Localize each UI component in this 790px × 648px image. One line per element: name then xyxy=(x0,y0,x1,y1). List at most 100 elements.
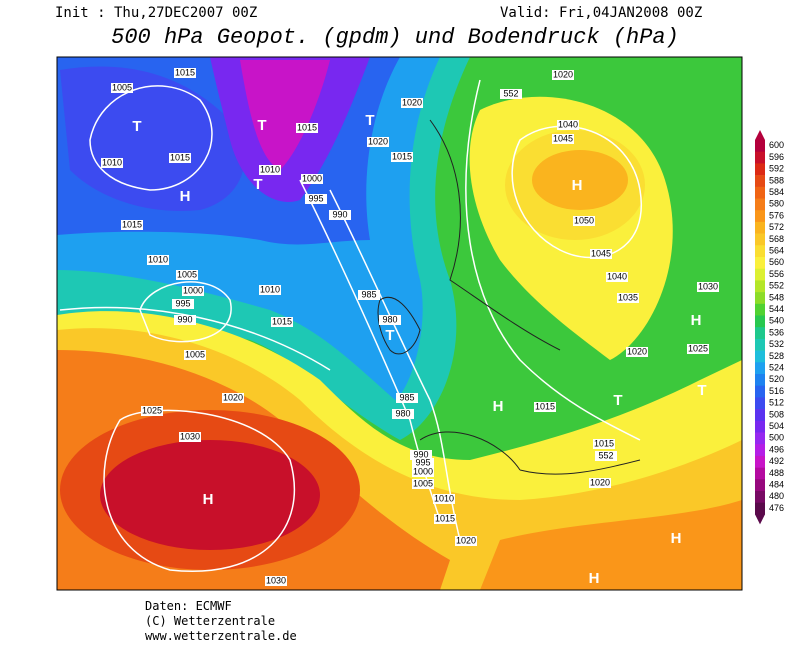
label-box xyxy=(434,514,456,524)
colorbar-swatch xyxy=(755,479,765,492)
colorbar-arrow-bottom xyxy=(755,514,765,525)
isobar-label: 980 xyxy=(395,408,410,418)
label-box xyxy=(265,576,287,586)
colorbar-swatch xyxy=(755,327,765,340)
colorbar-label: 588 xyxy=(769,175,784,185)
colorbar-label: 492 xyxy=(769,456,784,466)
isobar-label: 1010 xyxy=(260,164,280,174)
isobar-label: 1010 xyxy=(434,493,454,503)
isobar-label: 1020 xyxy=(590,477,610,487)
colorbar-swatch xyxy=(755,198,765,211)
footer-line: (C) Wetterzentrale xyxy=(145,614,275,628)
label-box xyxy=(697,282,719,292)
label-box xyxy=(301,174,323,184)
label-box xyxy=(412,467,434,477)
colorbar-label: 540 xyxy=(769,316,784,326)
pressure-center: H xyxy=(589,570,600,587)
footer-line: www.wetterzentrale.de xyxy=(145,629,297,643)
isobar-label: 995 xyxy=(415,457,430,467)
isobar-label: 995 xyxy=(308,193,323,203)
isobar-label: 1030 xyxy=(266,575,286,585)
colorbar-label: 480 xyxy=(769,491,784,501)
pressure-center: H xyxy=(203,491,214,508)
label-box xyxy=(552,134,574,144)
label-box xyxy=(412,479,434,489)
colorbar-label: 524 xyxy=(769,363,784,373)
colorbar-label: 544 xyxy=(769,304,784,314)
pressure-center: T xyxy=(613,392,622,409)
label-box xyxy=(687,344,709,354)
isobar-label: 980 xyxy=(382,314,397,324)
isobar-label: 1015 xyxy=(535,401,555,411)
valid-time: Valid: Fri,04JAN2008 00Z xyxy=(500,5,702,21)
isobar-label: 1015 xyxy=(435,513,455,523)
isobar-label: 1025 xyxy=(688,343,708,353)
isobar-label: 1020 xyxy=(368,136,388,146)
isobar-label: 1015 xyxy=(122,219,142,229)
isobar-label: 552 xyxy=(503,88,518,98)
isobar-label: 1030 xyxy=(180,431,200,441)
colorbar-label: 580 xyxy=(769,199,784,209)
isobar-label: 1020 xyxy=(627,346,647,356)
label-box xyxy=(222,393,244,403)
label-box xyxy=(182,286,204,296)
isobar-label: 1015 xyxy=(594,438,614,448)
label-box xyxy=(500,89,522,99)
pressure-center: H xyxy=(671,530,682,547)
colorbar-label: 484 xyxy=(769,480,784,490)
label-box xyxy=(121,220,143,230)
label-box xyxy=(174,68,196,78)
colorbar-label: 548 xyxy=(769,292,784,302)
colorbar-swatch xyxy=(755,397,765,410)
label-box xyxy=(176,270,198,280)
colorbar-swatch xyxy=(755,175,765,188)
label-box xyxy=(606,272,628,282)
colorbar-swatch xyxy=(755,210,765,223)
pressure-center: H xyxy=(572,177,583,194)
init-time: Init : Thu,27DEC2007 00Z xyxy=(55,5,257,21)
colorbar-swatch xyxy=(755,280,765,293)
colorbar-swatch xyxy=(755,186,765,199)
colorbar-swatch xyxy=(755,257,765,269)
label-box xyxy=(271,317,293,327)
label-box xyxy=(184,350,206,360)
isobar-label: 1015 xyxy=(297,122,317,132)
colorbar-swatch xyxy=(755,420,765,433)
colorbar-label: 488 xyxy=(769,468,784,478)
isobar-label: 1015 xyxy=(392,151,412,161)
colorbar-swatch xyxy=(755,467,765,480)
isobar-label: 1010 xyxy=(148,254,168,264)
colorbar-label: 536 xyxy=(769,327,784,337)
isobar-label: 1020 xyxy=(456,535,476,545)
isobar-label: 1000 xyxy=(302,173,322,183)
isobar-label: 985 xyxy=(361,289,376,299)
label-box xyxy=(626,347,648,357)
label-box xyxy=(179,432,201,442)
colorbar-label: 560 xyxy=(769,257,784,267)
isobar-label: 985 xyxy=(399,392,414,402)
isobar-label: 1040 xyxy=(607,271,627,281)
map-area xyxy=(57,57,742,590)
isobar-label: 1020 xyxy=(402,97,422,107)
colorbar-swatch xyxy=(755,350,765,363)
label-box xyxy=(101,158,123,168)
isobar-label: 990 xyxy=(177,314,192,324)
colorbar-swatch xyxy=(755,385,765,398)
footer-line: Daten: ECMWF xyxy=(145,599,232,613)
colorbar-label: 508 xyxy=(769,409,784,419)
label-box xyxy=(552,70,574,80)
isobar-label: 1045 xyxy=(591,248,611,258)
colorbar-label: 504 xyxy=(769,421,784,431)
label-box xyxy=(401,98,423,108)
isobar-label: 552 xyxy=(598,450,613,460)
label-box xyxy=(595,451,617,461)
pressure-center: T xyxy=(365,112,374,129)
isobar-label: 1030 xyxy=(698,281,718,291)
colorbar-swatch xyxy=(755,151,765,164)
label-box xyxy=(557,120,579,130)
colorbar-swatch xyxy=(755,432,765,445)
label-box xyxy=(367,137,389,147)
colorbar-label: 520 xyxy=(769,374,784,384)
label-box xyxy=(455,536,477,546)
